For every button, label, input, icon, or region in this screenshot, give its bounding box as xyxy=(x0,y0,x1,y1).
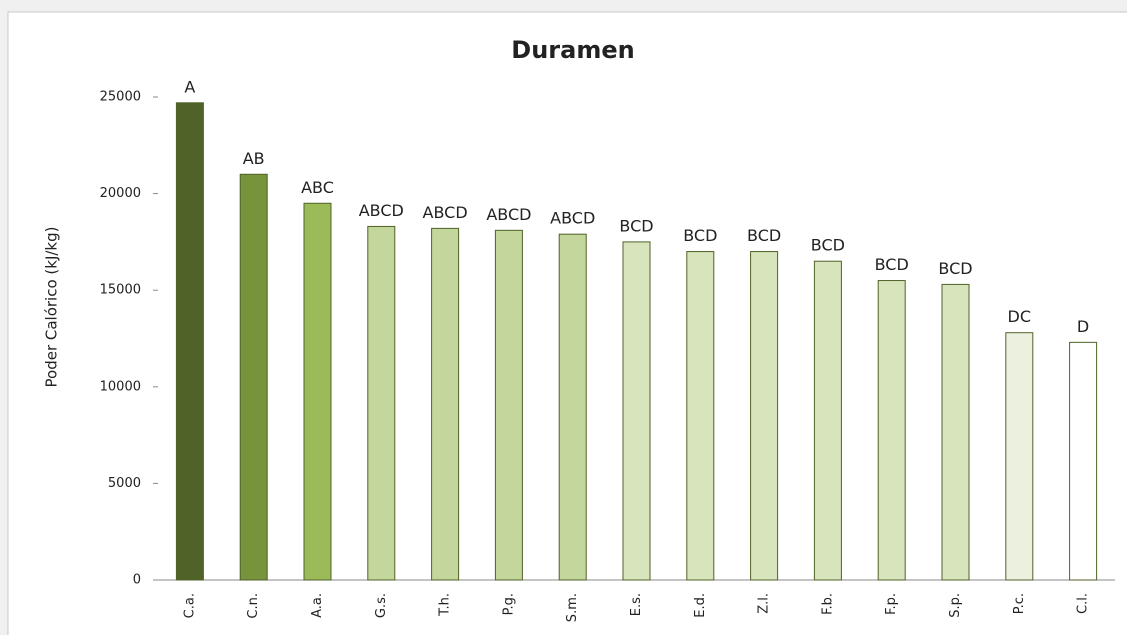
x-tick-label: C.a. xyxy=(182,593,197,618)
bar-annotation: BCD xyxy=(875,255,909,274)
y-tick-label: 25000 xyxy=(100,90,141,105)
bar-annotation: ABCD xyxy=(486,205,531,224)
bar xyxy=(558,233,587,581)
bar xyxy=(239,173,268,581)
bar xyxy=(494,229,523,581)
bar-annotation: DC xyxy=(1008,307,1032,326)
y-axis-label: Poder Calórico (kJ/kg) xyxy=(43,227,61,388)
bar-annotation: BCD xyxy=(811,236,845,255)
bar xyxy=(877,280,906,581)
bar-annotation: ABCD xyxy=(550,209,595,228)
bar xyxy=(941,283,970,581)
x-tick-label: C.n. xyxy=(246,593,261,619)
x-tick-label: P.g. xyxy=(501,593,516,615)
x-tick-label: E.d. xyxy=(693,593,708,618)
x-tick-label: P.c. xyxy=(1012,593,1027,614)
x-tick-label: Z.l. xyxy=(757,593,772,614)
y-tick-label: 15000 xyxy=(100,283,141,298)
bar xyxy=(686,251,715,581)
x-tick-label: S.p. xyxy=(948,593,963,618)
chart-title: Duramen xyxy=(511,36,634,64)
y-tick-label: 10000 xyxy=(100,379,141,394)
x-tick-label: A.a. xyxy=(310,593,325,618)
x-tick-label: C.l. xyxy=(1076,593,1091,614)
bar xyxy=(431,227,460,581)
bar xyxy=(750,251,779,581)
x-tick-label: S.m. xyxy=(565,593,580,622)
bar xyxy=(175,102,204,581)
x-tick-label: F.p. xyxy=(884,593,899,615)
y-tick-label: 5000 xyxy=(108,476,141,491)
x-tick-label: G.s. xyxy=(374,593,389,618)
bar xyxy=(813,260,842,581)
bar xyxy=(1069,341,1098,581)
bar-annotation: AB xyxy=(243,149,265,168)
bar-annotation: ABC xyxy=(301,178,334,197)
y-tick-label: 20000 xyxy=(100,186,141,201)
x-tick-label: E.s. xyxy=(629,593,644,616)
bar xyxy=(367,225,396,581)
bar-annotation: ABCD xyxy=(423,203,468,222)
bar-annotation: BCD xyxy=(938,259,972,278)
x-tick-label: T.h. xyxy=(438,593,453,617)
x-tick-label: F.b. xyxy=(820,593,835,615)
bar xyxy=(1005,332,1034,581)
bar-annotation: D xyxy=(1077,317,1089,336)
bar-annotation: BCD xyxy=(683,226,717,245)
bar xyxy=(303,202,332,581)
bar-annotation: BCD xyxy=(747,226,781,245)
bar-annotation: BCD xyxy=(619,216,653,235)
bar xyxy=(622,241,651,581)
bar-annotation: A xyxy=(184,77,195,96)
y-tick-label: 0 xyxy=(133,573,141,588)
bar-annotation: ABCD xyxy=(359,201,404,220)
